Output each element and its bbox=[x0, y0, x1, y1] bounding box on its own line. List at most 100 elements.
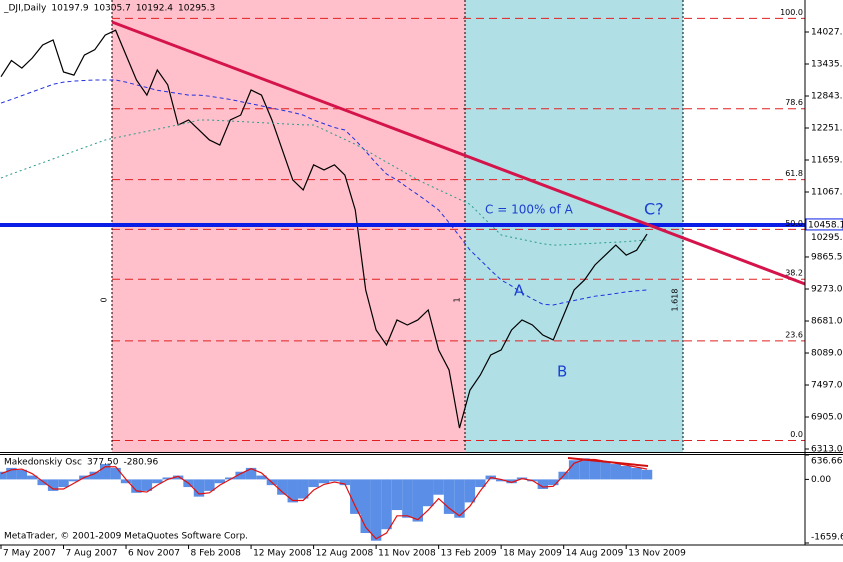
x-tick-label: 12 Aug 2008 bbox=[316, 549, 374, 559]
osc-bar bbox=[548, 479, 559, 486]
osc-line bbox=[0, 458, 648, 540]
fib-time-label: 1.618 bbox=[671, 289, 680, 312]
osc-header: 377.50 bbox=[87, 458, 119, 468]
osc-bar bbox=[381, 479, 392, 530]
y-tick-label: 13435.5 bbox=[811, 60, 843, 70]
x-tick-label: 6 Nov 2007 bbox=[128, 549, 180, 559]
osc-bar bbox=[235, 471, 246, 480]
x-tick-label: 13 Feb 2009 bbox=[441, 549, 497, 559]
osc-bar bbox=[391, 479, 403, 511]
y-tick-label: 11067.5 bbox=[811, 188, 843, 198]
osc-bar bbox=[412, 479, 424, 522]
y-tick-label: -1659.66 bbox=[811, 533, 843, 543]
annotation: C? bbox=[644, 200, 664, 219]
osc-bar bbox=[433, 479, 444, 495]
osc-bar bbox=[475, 479, 486, 488]
x-tick-label: 11 Nov 2008 bbox=[378, 549, 436, 559]
header-text: _DJI,Daily bbox=[3, 4, 47, 14]
y-tick-label: 11659.5 bbox=[811, 156, 843, 166]
osc-bar bbox=[308, 479, 319, 488]
fib-time-label: 1 bbox=[453, 297, 462, 302]
header-text: 10192.4 bbox=[136, 4, 173, 14]
header-text: 10305.7 bbox=[94, 4, 131, 14]
osc-bar bbox=[6, 467, 17, 480]
y-tick-label: 6905.0 bbox=[811, 413, 843, 423]
annotation: C = 100% of A bbox=[485, 203, 574, 217]
osc-bar bbox=[454, 479, 465, 518]
price-line bbox=[0, 29, 648, 429]
fib-label: 23.6 bbox=[785, 330, 803, 339]
fib-label: 100.0 bbox=[780, 8, 803, 17]
osc-bar bbox=[193, 479, 205, 497]
y-tick-label: 12843.5 bbox=[811, 92, 843, 102]
x-tick-label: 12 May 2008 bbox=[253, 549, 312, 559]
osc-bar bbox=[423, 479, 434, 507]
x-tick-label: 18 May 2009 bbox=[503, 549, 562, 559]
osc-bar bbox=[620, 465, 632, 480]
osc-bar bbox=[27, 475, 38, 480]
y-tick-label: 8089.0 bbox=[811, 349, 843, 359]
osc-header: -280.96 bbox=[123, 458, 158, 468]
osc-bar bbox=[58, 479, 69, 488]
y-tick-label: 8681.0 bbox=[811, 317, 843, 327]
osc-bar bbox=[152, 479, 163, 484]
y-tick-label: 7497.0 bbox=[811, 381, 843, 391]
osc-bar bbox=[495, 479, 507, 482]
y-tick-label: 14027.5 bbox=[811, 28, 843, 38]
fib-time-label: 0 bbox=[100, 297, 109, 302]
y-tick-label: 0.00 bbox=[811, 475, 831, 485]
osc-bar bbox=[245, 467, 257, 480]
y-tick-label: 9865.5 bbox=[811, 252, 843, 262]
y-tick-label: 6313.0 bbox=[811, 445, 843, 455]
y-tick-label: 636.66 bbox=[811, 457, 843, 467]
osc-bar bbox=[402, 479, 413, 518]
osc-bar bbox=[464, 479, 476, 503]
osc-bar bbox=[339, 479, 351, 486]
osc-bar bbox=[99, 464, 111, 480]
osc-bar bbox=[350, 479, 361, 514]
osc-bar bbox=[297, 479, 309, 499]
osc-bar bbox=[579, 458, 590, 480]
osc-bar bbox=[37, 479, 48, 486]
osc-bar bbox=[141, 479, 153, 491]
osc-bar bbox=[360, 479, 371, 534]
osc-bar bbox=[131, 479, 142, 493]
x-tick-label: 7 May 2007 bbox=[3, 549, 56, 559]
osc-bar bbox=[329, 479, 340, 482]
fib-label: 50.0 bbox=[785, 219, 803, 228]
trend-line bbox=[111, 20, 806, 286]
osc-bar bbox=[641, 469, 653, 480]
level-box bbox=[805, 218, 843, 231]
osc-bar bbox=[287, 479, 298, 503]
osc-bar bbox=[600, 462, 611, 480]
osc-bar bbox=[610, 464, 621, 480]
y-tick-label: 12251.5 bbox=[811, 124, 843, 134]
osc-bar bbox=[204, 479, 215, 491]
divergence-line bbox=[567, 457, 649, 467]
osc-bar bbox=[506, 479, 517, 484]
osc-bar bbox=[47, 479, 59, 491]
osc-bar bbox=[89, 471, 100, 480]
osc-bar bbox=[225, 477, 236, 480]
fib-label: 78.6 bbox=[785, 98, 803, 107]
osc-bar bbox=[68, 479, 80, 482]
osc-bar bbox=[589, 460, 601, 480]
header-text: 10295.3 bbox=[178, 4, 215, 14]
osc-bar bbox=[0, 471, 7, 480]
x-tick-label: 7 Aug 2007 bbox=[66, 549, 118, 559]
osc-header: Makedonskiy Osc bbox=[4, 458, 82, 468]
osc-bar bbox=[631, 467, 642, 480]
header-text: 10197.9 bbox=[51, 4, 88, 14]
osc-bar bbox=[110, 467, 121, 480]
watermark: MetaTrader, © 2001-2009 MetaQuotes Softw… bbox=[4, 532, 248, 542]
last-price-label: 10295.3 bbox=[811, 233, 843, 243]
osc-bar bbox=[318, 479, 330, 484]
osc-bar bbox=[120, 479, 132, 484]
osc-bar bbox=[162, 477, 173, 480]
osc-bar bbox=[256, 475, 267, 480]
osc-bar bbox=[16, 469, 28, 480]
fib-label: 38.2 bbox=[785, 269, 803, 278]
moving-average bbox=[0, 79, 648, 306]
x-tick-label: 14 Aug 2009 bbox=[566, 549, 624, 559]
